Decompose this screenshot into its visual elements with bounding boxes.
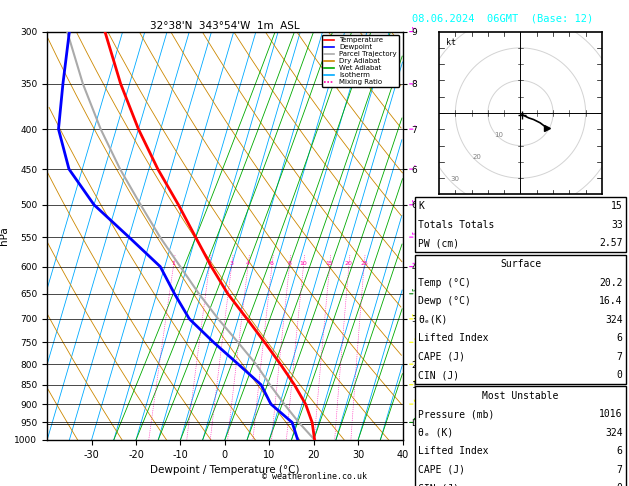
- Text: 08.06.2024  06GMT  (Base: 12): 08.06.2024 06GMT (Base: 12): [412, 14, 593, 24]
- Legend: Temperature, Dewpoint, Parcel Trajectory, Dry Adiabat, Wet Adiabat, Isotherm, Mi: Temperature, Dewpoint, Parcel Trajectory…: [322, 35, 399, 87]
- Text: 33: 33: [611, 220, 623, 230]
- Text: θₑ (K): θₑ (K): [418, 428, 454, 438]
- Text: 15: 15: [326, 261, 333, 266]
- Text: CIN (J): CIN (J): [418, 483, 459, 486]
- Text: Lifted Index: Lifted Index: [418, 446, 489, 456]
- Text: 16.4: 16.4: [599, 296, 623, 306]
- Text: 15: 15: [611, 201, 623, 211]
- Text: 10: 10: [494, 132, 503, 138]
- Text: 20: 20: [472, 154, 481, 160]
- Text: PW (cm): PW (cm): [418, 238, 459, 248]
- Text: 4: 4: [246, 261, 250, 266]
- Text: kt: kt: [445, 38, 455, 47]
- Text: CAPE (J): CAPE (J): [418, 465, 465, 475]
- Text: © weatheronline.co.uk: © weatheronline.co.uk: [262, 472, 367, 481]
- Text: K: K: [418, 201, 424, 211]
- Text: 8: 8: [287, 261, 291, 266]
- Text: 20: 20: [345, 261, 353, 266]
- Y-axis label: km
ASL: km ASL: [429, 227, 448, 244]
- Text: 6: 6: [617, 333, 623, 343]
- Text: Totals Totals: Totals Totals: [418, 220, 494, 230]
- Text: Temp (°C): Temp (°C): [418, 278, 471, 288]
- Text: 0: 0: [617, 483, 623, 486]
- Text: 7: 7: [617, 465, 623, 475]
- Text: 0: 0: [617, 370, 623, 380]
- Text: 6: 6: [617, 446, 623, 456]
- Text: 7: 7: [617, 351, 623, 362]
- Text: 25: 25: [360, 261, 368, 266]
- Text: 2: 2: [207, 261, 211, 266]
- Text: Pressure (mb): Pressure (mb): [418, 409, 494, 419]
- Text: 1: 1: [171, 261, 175, 266]
- Text: 30: 30: [450, 175, 459, 182]
- Text: 20.2: 20.2: [599, 278, 623, 288]
- Text: θₑ(K): θₑ(K): [418, 314, 448, 325]
- X-axis label: Dewpoint / Temperature (°C): Dewpoint / Temperature (°C): [150, 465, 299, 475]
- Text: CAPE (J): CAPE (J): [418, 351, 465, 362]
- Text: 324: 324: [605, 428, 623, 438]
- Text: CIN (J): CIN (J): [418, 370, 459, 380]
- Text: Lifted Index: Lifted Index: [418, 333, 489, 343]
- Text: Surface: Surface: [500, 259, 541, 269]
- Text: 1016: 1016: [599, 409, 623, 419]
- Text: Most Unstable: Most Unstable: [482, 391, 559, 401]
- Text: 324: 324: [605, 314, 623, 325]
- Text: 10: 10: [299, 261, 307, 266]
- Text: Dewp (°C): Dewp (°C): [418, 296, 471, 306]
- Title: 32°38'N  343°54'W  1m  ASL: 32°38'N 343°54'W 1m ASL: [150, 21, 299, 31]
- Text: 6: 6: [270, 261, 274, 266]
- Text: 3: 3: [230, 261, 233, 266]
- Y-axis label: hPa: hPa: [0, 226, 9, 245]
- Text: 2.57: 2.57: [599, 238, 623, 248]
